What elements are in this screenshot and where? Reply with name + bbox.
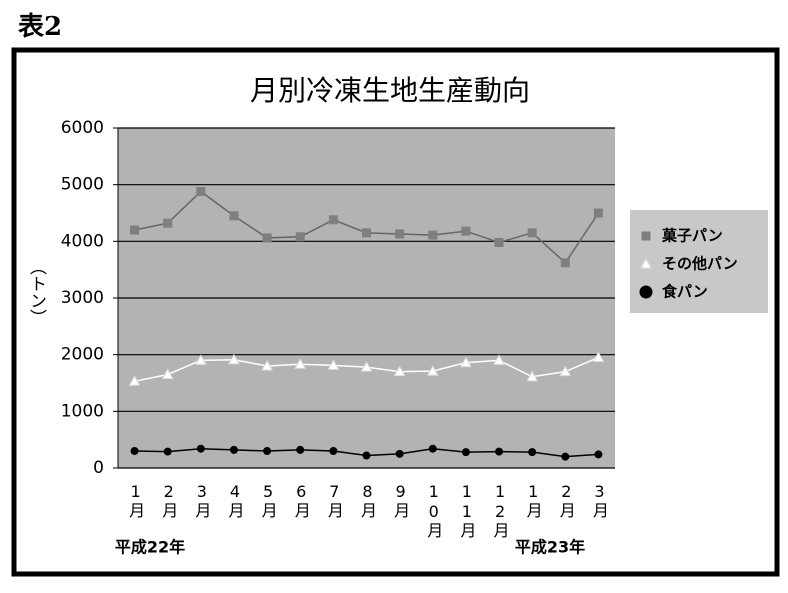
marker [428,230,438,240]
marker [228,353,240,365]
legend-label: 食パン [662,283,708,301]
year-label: 平成22年 [115,538,185,557]
year-label: 平成23年 [515,538,585,557]
legend-marker [639,285,653,299]
y-axis-label: （トン） [26,258,47,326]
marker [494,237,504,247]
y-tick-label: 0 [93,458,104,478]
chart-title: 月別冷凍生地生産動向 [250,74,530,107]
marker [163,218,173,228]
marker [360,361,373,372]
marker [128,375,141,386]
y-tick-label: 3000 [61,288,104,308]
label: 表2 [18,12,62,42]
marker [262,233,272,243]
x-tick-label: 4月 [225,482,244,519]
marker [294,358,307,369]
y-tick-label: 2000 [61,345,104,365]
marker [526,370,539,382]
y-tick-label: 5000 [61,175,104,195]
marker [560,258,570,268]
marker [296,445,305,454]
x-tick-label: 8月 [358,482,377,519]
legend-label: 菓子パン [661,227,723,245]
x-tick-label: 3月 [192,482,211,519]
marker [527,228,537,238]
marker [528,448,537,457]
marker [196,186,206,196]
marker [261,359,273,371]
legend-marker [640,257,652,269]
x-tick-label: 3月 [590,482,609,519]
marker [461,448,470,457]
legend-label: その他パン [662,255,738,273]
y-tick-label: 4000 [61,231,104,251]
marker [295,232,305,242]
x-tick-label: 6月 [292,482,311,519]
marker [362,228,371,238]
marker [461,226,471,236]
legend-marker [641,231,651,241]
x-tick-label: 7月 [325,482,344,519]
marker [395,449,404,458]
y-tick-label: 1000 [61,401,104,421]
x-tick-label: 11月 [457,482,476,539]
marker [194,354,207,365]
y-tick-label: 6000 [61,118,104,138]
x-tick-label: 10月 [424,482,443,539]
marker [130,447,139,455]
marker [130,225,140,235]
marker [161,368,174,379]
x-tick-label: 12月 [491,482,510,539]
marker [495,447,504,456]
x-tick-label: 2月 [159,482,178,519]
marker [163,447,172,456]
marker [593,208,603,218]
marker [592,351,605,362]
marker [393,365,406,377]
marker [561,452,570,461]
x-tick-label: 1月 [126,482,145,519]
marker [559,365,572,377]
x-tick-label: 9月 [391,482,410,519]
x-tick-label: 1月 [524,482,543,519]
marker [362,451,371,460]
marker [196,444,205,453]
marker [263,447,272,455]
marker [460,356,472,368]
marker [229,211,239,221]
marker [329,447,338,455]
marker [229,445,238,454]
marker [327,359,340,370]
marker [493,354,505,365]
legend-box [630,210,768,313]
x-tick-label: 2月 [557,482,576,519]
marker [328,215,338,225]
marker [594,450,603,459]
marker [426,365,439,376]
marker [428,444,437,453]
x-tick-label: 5月 [259,482,278,519]
marker [395,229,405,239]
